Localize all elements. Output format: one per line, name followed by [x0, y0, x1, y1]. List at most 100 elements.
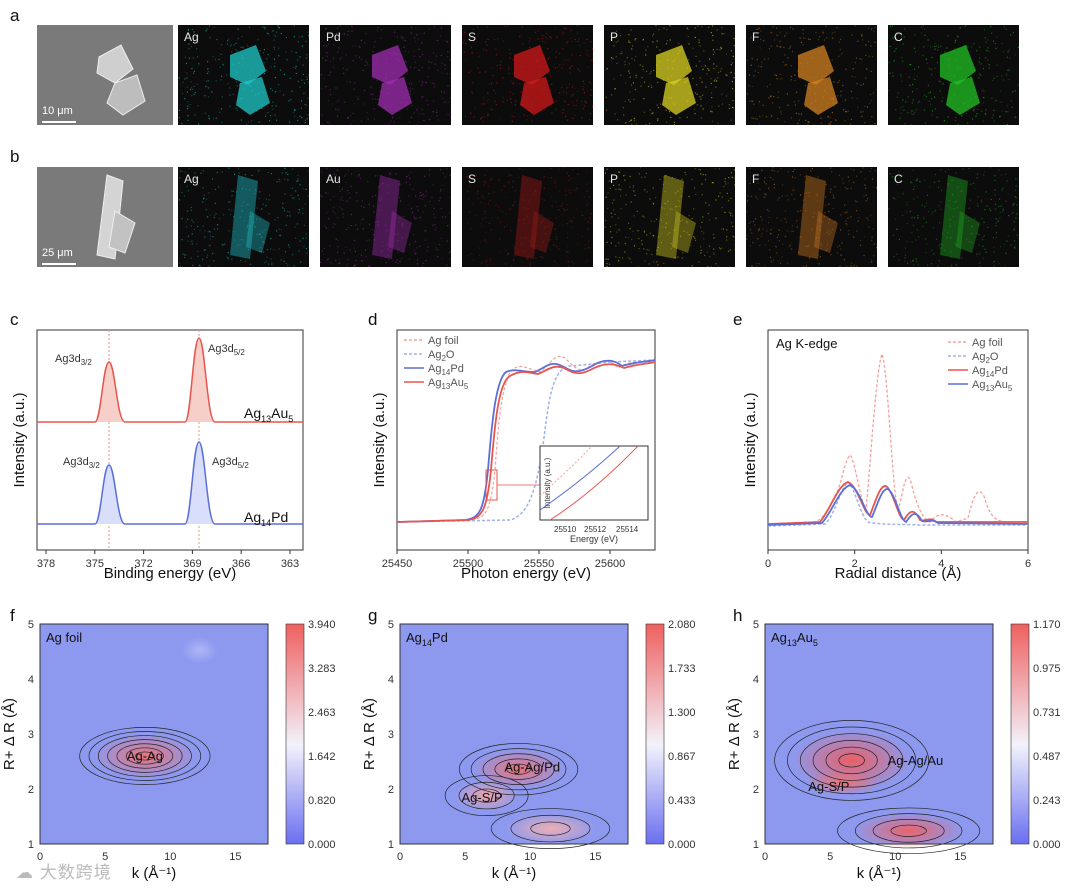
ph-xtick-0: 0: [762, 851, 768, 863]
pc-ticks-tick-2: 372: [134, 558, 152, 570]
pe-legend-entry-2: Ag14Pd: [972, 365, 1008, 379]
pg-contour-2-2: [510, 814, 591, 843]
pg-colorbar-tick-2: 1.300: [668, 707, 696, 719]
xps-peak-label-3: Ag3d3/2: [63, 456, 100, 470]
panel-label-g: g: [368, 606, 378, 625]
pg-xtick-0: 0: [397, 851, 403, 863]
pf-frame: [39, 623, 269, 845]
ph-colorbar-tick-2: 0.731: [1033, 707, 1061, 719]
pf-colorbar-tick-0: 3.940: [308, 619, 336, 631]
pg-colorbar: [645, 623, 665, 845]
xps-curve-ag13au5: [37, 337, 303, 423]
pg-title: Ag14Pd: [406, 630, 448, 648]
a-map-label-4: F: [752, 30, 760, 44]
pg-colorbar-tick-3: 0.867: [668, 751, 696, 763]
xanes-ylabel: Intensity (a.u.): [371, 392, 388, 487]
pf-ytick-3: 4: [28, 674, 34, 686]
ph-contour-0-6: [774, 720, 930, 801]
xps-peak-label-4: Ag3d5/2: [212, 456, 249, 470]
pg-contour-2-3: [490, 808, 611, 849]
pg-ylabel: R+ Δ R (Å): [361, 698, 378, 770]
b-map-noise-0: [178, 167, 309, 267]
xanes-ag13au5: [396, 361, 656, 523]
pg-intensity-1: [454, 780, 519, 811]
panel-label-f: f: [10, 606, 15, 625]
ph-title: Ag13Au5: [771, 630, 818, 648]
pg-xtick-3: 15: [589, 851, 601, 863]
scale-label-a: 10 μm: [42, 105, 73, 117]
ph-intensity-1: [806, 769, 879, 796]
ph-colorbar-tick-5: 0.000: [1033, 839, 1061, 851]
pf-intensity-0: [94, 734, 196, 778]
a-map-noise-0: [178, 25, 309, 125]
pd-legend-entry-0: Ag foil: [428, 335, 459, 347]
pd-ticks-tick-0: 25450: [382, 558, 413, 570]
pf-ytick-4: 5: [28, 619, 34, 631]
sem-crystal-a: [96, 44, 146, 116]
pg-contour-0-4: [470, 748, 567, 791]
pf-xtick-0: 0: [37, 851, 43, 863]
ph-contour-2-2: [872, 819, 945, 843]
pg-region-0: Ag-Ag/Pd: [504, 759, 560, 774]
b-map-noise-5: [888, 167, 1019, 267]
pf-contour-0-1: [135, 751, 155, 761]
sem-crystal-b: [96, 174, 136, 260]
xps-chart: Ag3d3/2 Ag3d5/2 Ag3d3/2 Ag3d5/2 Ag13Au5 …: [11, 329, 304, 582]
ph-ylabel: R+ Δ R (Å): [726, 698, 743, 770]
xps-curve-ag14pd: [37, 441, 303, 525]
b-map-label-2: S: [468, 172, 477, 186]
pd-legend-entry-3: Ag13Au5: [428, 377, 469, 391]
ph-colorbar-tick-0: 1.170: [1033, 619, 1061, 631]
b-map-ag: Ag: [178, 167, 309, 267]
exafs-ag13au5: [767, 484, 1029, 526]
pe-legend-entry-1: Ag2O: [972, 351, 999, 365]
ph-ytick-0: 1: [753, 839, 759, 851]
a-map-f: F: [746, 25, 877, 125]
a-map-label-3: P: [610, 30, 619, 44]
pg-contour-0-2: [494, 758, 543, 780]
pg-colorbar-tick-0: 2.080: [668, 619, 696, 631]
pf-contour-0-7: [79, 727, 211, 785]
a-map-p: P: [604, 25, 735, 125]
b-map-label-3: P: [610, 172, 619, 186]
a-map-noise-2: [462, 25, 593, 123]
ph-frame: [764, 623, 994, 845]
panel-label-b: b: [10, 147, 20, 166]
a-map-label-1: Pd: [326, 30, 341, 44]
pg-contour-2-1: [530, 821, 571, 836]
pf-contour-0-2: [125, 747, 164, 765]
ph-xtick-1: 5: [827, 851, 833, 863]
xanes-ag-foil: [396, 355, 656, 523]
inset-xtick-3: 25514: [616, 525, 639, 534]
b-map-au: Au: [320, 167, 451, 267]
pg-contour-0-1: [506, 763, 531, 775]
a-map-noise-4: [746, 25, 877, 125]
b-map-noise-2: [466, 167, 593, 267]
a-map-pd: Pd: [320, 25, 451, 125]
pg-xtick-1: 5: [462, 851, 468, 863]
ph-ytick-4: 5: [753, 619, 759, 631]
a-map-noise-5: [888, 25, 1019, 125]
xps-ylabel: Intensity (a.u.): [11, 392, 28, 487]
pc-ticks-tick-5: 363: [281, 558, 299, 570]
pf-ytick-1: 2: [28, 784, 34, 796]
a-map-noise-3: [605, 25, 735, 125]
pd-ticks-tick-3: 25600: [595, 558, 626, 570]
ph-contour-0-2: [825, 746, 878, 775]
pe-legend-entry-0: Ag foil: [972, 337, 1003, 349]
pf-ylabel: R+ Δ R (Å): [1, 698, 18, 770]
ph-colorbar-tick-1: 0.975: [1033, 663, 1061, 675]
ph-ytick-1: 2: [753, 784, 759, 796]
panel-label-d: d: [368, 310, 378, 329]
pf-plot-bg: [40, 624, 268, 844]
panel-label-a: a: [10, 6, 20, 25]
watermark-text: 大数跨境: [39, 863, 112, 882]
b-map-label-1: Au: [326, 172, 341, 186]
ph-contour-0-3: [812, 740, 891, 781]
ph-contour-0-1: [838, 753, 865, 768]
pf-intensity-1: [181, 637, 218, 664]
pg-intensity-0: [472, 749, 565, 789]
watermark-icon: ☁: [16, 863, 34, 882]
exafs-ylabel: Intensity (a.u.): [742, 392, 759, 487]
xanes-inset-curve-1: [539, 445, 621, 511]
